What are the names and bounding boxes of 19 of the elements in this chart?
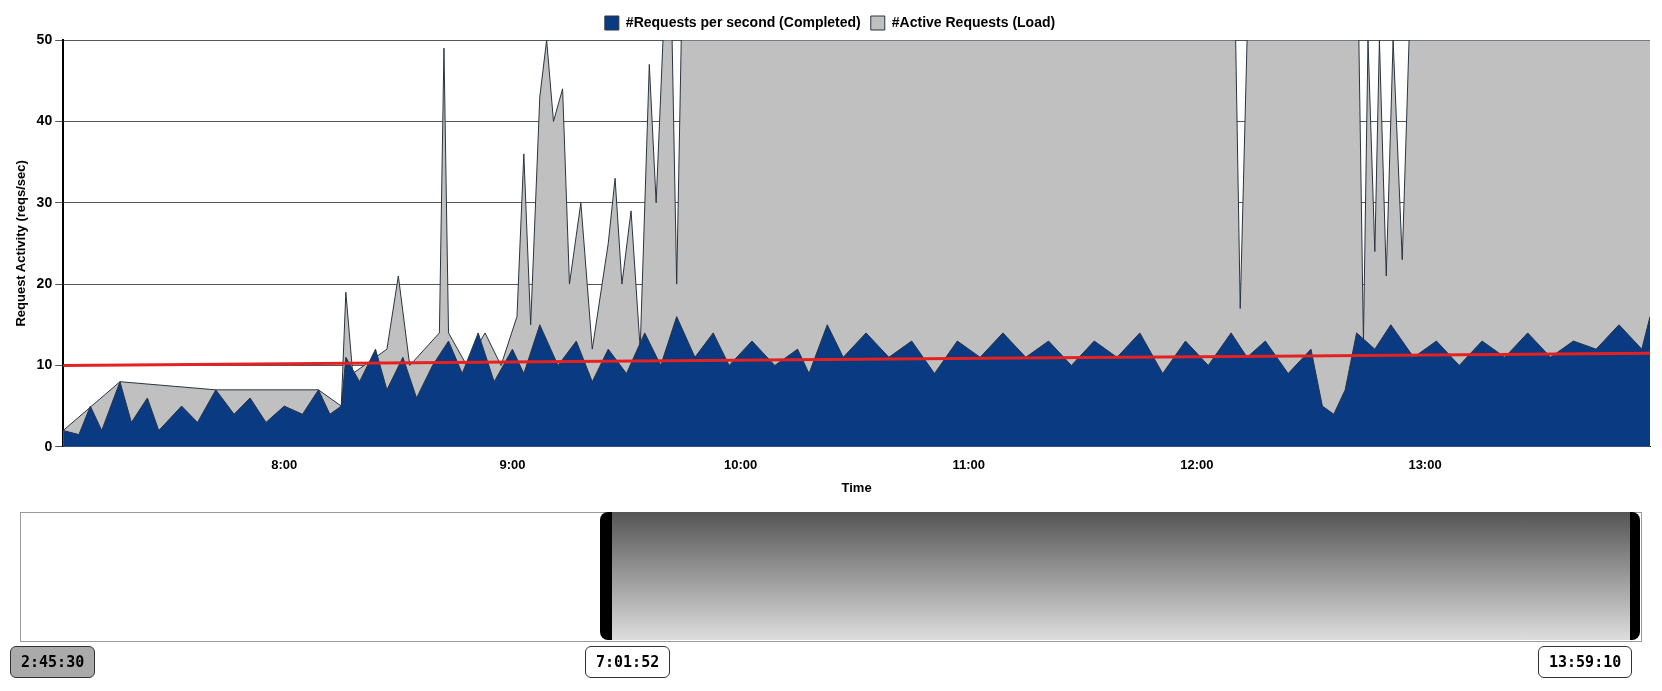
y-tick-label: 20: [36, 274, 53, 291]
x-tick-label: 9:00: [499, 457, 526, 473]
text: 13:59:10: [1538, 646, 1633, 678]
x-tick-label: 10:00: [723, 457, 758, 473]
y-tick-label: 30: [36, 193, 53, 210]
legend-label: #Requests per second (Completed): [625, 13, 861, 30]
x-tick-label: 8:00: [271, 457, 298, 473]
x-tick-label: 11:00: [952, 457, 985, 473]
x-axis-title: Time: [841, 479, 872, 495]
text: 2:45:30: [10, 646, 96, 678]
y-tick-label: 50: [36, 30, 53, 47]
y-axis-title: Request Activity (reqs/sec): [13, 160, 29, 327]
x-tick-label: 12:00: [1180, 457, 1214, 473]
y-tick-label: 40: [36, 112, 53, 129]
x-tick-label: 13:00: [1408, 457, 1442, 473]
legend-label: #Active Requests (Load): [891, 13, 1056, 30]
y-tick-label: 10: [36, 356, 53, 373]
y-tick-label: 0: [44, 437, 53, 454]
text: 7:01:52: [585, 646, 671, 678]
